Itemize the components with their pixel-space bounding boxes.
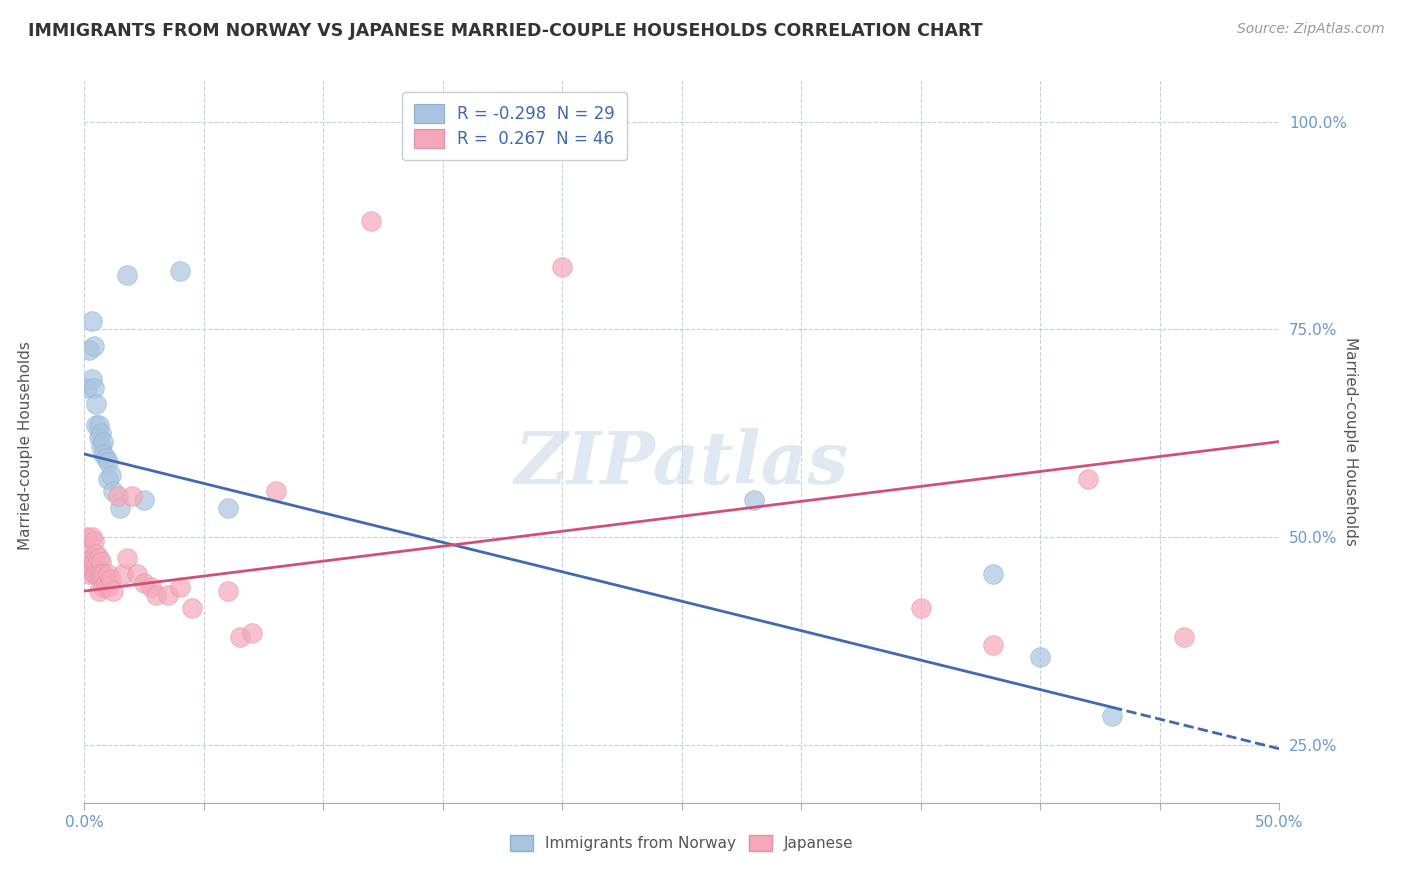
Point — [94, 451, 117, 466]
Point — [80, 559, 103, 574]
Point — [110, 500, 132, 515]
Point — [76, 547, 98, 561]
Point — [76, 380, 98, 394]
Point — [93, 447, 115, 461]
Point — [1101, 708, 1123, 723]
Point — [90, 426, 112, 441]
Point — [981, 567, 1004, 582]
Point — [86, 547, 108, 561]
Point — [90, 439, 112, 453]
Point — [86, 559, 108, 574]
Text: Married-couple Households: Married-couple Households — [18, 342, 32, 550]
Point — [90, 567, 112, 582]
Legend: Immigrants from Norway, Japanese: Immigrants from Norway, Japanese — [501, 826, 863, 860]
Point — [90, 555, 112, 569]
Point — [551, 260, 574, 274]
Y-axis label: Married-couple Households: Married-couple Households — [1343, 337, 1358, 546]
Point — [93, 580, 115, 594]
Point — [981, 638, 1004, 652]
Point — [100, 467, 122, 482]
Text: ZIPatlas: ZIPatlas — [515, 428, 849, 499]
Point — [1029, 650, 1052, 665]
Point — [117, 268, 139, 283]
Point — [264, 484, 287, 499]
Point — [77, 343, 100, 358]
Point — [80, 550, 103, 565]
Point — [87, 430, 110, 444]
Point — [111, 567, 134, 582]
Point — [217, 500, 239, 515]
Point — [125, 567, 148, 582]
Point — [240, 625, 263, 640]
Point — [97, 580, 120, 594]
Point — [100, 572, 122, 586]
Point — [94, 575, 117, 590]
Point — [97, 472, 120, 486]
Point — [101, 584, 124, 599]
Point — [132, 492, 156, 507]
Point — [101, 484, 124, 499]
Point — [83, 567, 105, 582]
Point — [87, 567, 110, 582]
Point — [121, 489, 143, 503]
Point — [86, 397, 108, 411]
Point — [77, 559, 100, 574]
Point — [169, 580, 191, 594]
Point — [157, 588, 180, 602]
Point — [86, 417, 108, 432]
Point — [110, 813, 132, 827]
Point — [83, 534, 105, 549]
Point — [83, 339, 105, 353]
Point — [229, 630, 252, 644]
Point — [181, 600, 204, 615]
Point — [742, 492, 765, 507]
Point — [80, 314, 103, 328]
Point — [80, 530, 103, 544]
Text: Source: ZipAtlas.com: Source: ZipAtlas.com — [1237, 22, 1385, 37]
Point — [1077, 472, 1099, 486]
Point — [1173, 630, 1195, 644]
Point — [80, 372, 103, 386]
Point — [83, 380, 105, 394]
Point — [910, 600, 932, 615]
Point — [97, 567, 120, 582]
Point — [132, 575, 156, 590]
Point — [87, 550, 110, 565]
Point — [107, 489, 129, 503]
Point — [83, 555, 105, 569]
Point — [87, 584, 110, 599]
Point — [87, 417, 110, 432]
Point — [76, 530, 98, 544]
Point — [93, 434, 115, 449]
Point — [93, 567, 115, 582]
Point — [77, 567, 100, 582]
Point — [360, 214, 382, 228]
Point — [169, 264, 191, 278]
Point — [217, 584, 239, 599]
Point — [141, 580, 163, 594]
Text: IMMIGRANTS FROM NORWAY VS JAPANESE MARRIED-COUPLE HOUSEHOLDS CORRELATION CHART: IMMIGRANTS FROM NORWAY VS JAPANESE MARRI… — [28, 22, 983, 40]
Point — [97, 455, 120, 469]
Point — [145, 588, 167, 602]
Point — [86, 567, 108, 582]
Point — [117, 550, 139, 565]
